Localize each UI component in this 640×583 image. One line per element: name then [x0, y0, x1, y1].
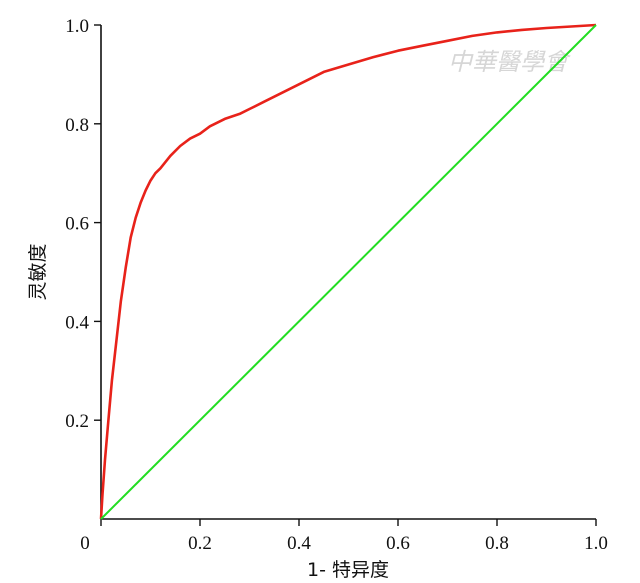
x-tick-label: 0.6: [386, 533, 410, 554]
roc-curve-line: [99, 23, 597, 520]
watermark-text: 中華醫學會: [448, 48, 571, 76]
y-tick-label: 0.4: [65, 312, 89, 333]
y-tick-label: 0.8: [65, 115, 89, 136]
x-tick-label: 0.4: [287, 533, 311, 554]
y-tick-label: 1.0: [65, 16, 89, 37]
y-tick-label: 0.6: [65, 214, 89, 235]
x-tick-label: 1.0: [584, 533, 608, 554]
chart-series-layer: [99, 23, 597, 520]
chart-axes: 0 0.2 0.4 0.6 0.8 1.0 0.2 0.4 0.6 0.8 1.0: [65, 16, 608, 554]
y-axis-title: 灵敏度: [27, 243, 49, 300]
x-tick-label: 0: [80, 533, 90, 554]
x-tick-label: 0.8: [485, 533, 509, 554]
x-tick-label: 0.2: [188, 533, 212, 554]
reference-diagonal-line: [100, 24, 597, 520]
y-tick-label: 0.2: [65, 411, 89, 432]
x-axis-title: 1- 特异度: [307, 559, 389, 581]
